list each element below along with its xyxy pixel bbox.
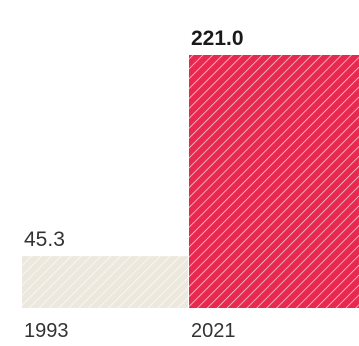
value-label-2021: 221.0 <box>191 27 244 50</box>
bar-1993 <box>22 256 188 308</box>
category-label-1993: 1993 <box>24 320 69 342</box>
category-label-2021: 2021 <box>191 320 236 342</box>
bar-2021 <box>189 55 359 308</box>
value-label-1993: 45.3 <box>24 228 65 251</box>
